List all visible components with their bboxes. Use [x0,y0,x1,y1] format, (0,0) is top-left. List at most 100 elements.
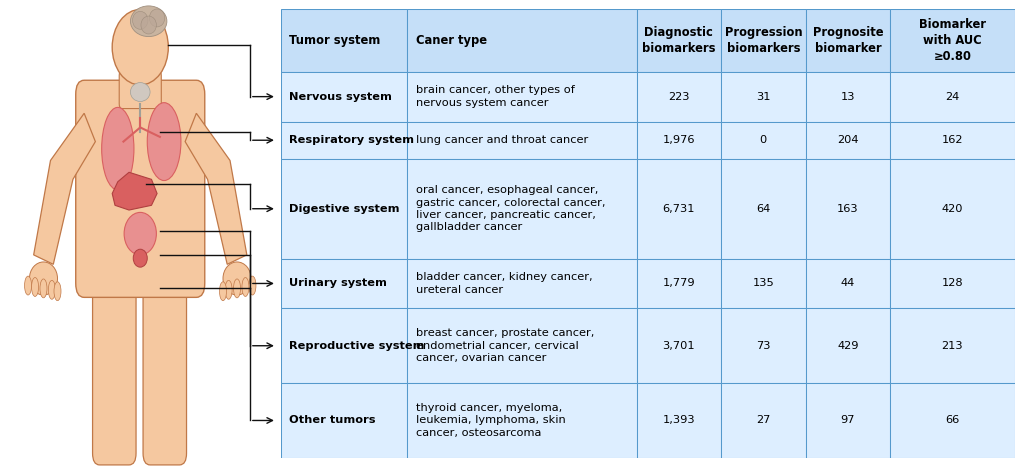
Bar [890,122,1014,159]
Text: Tumor system: Tumor system [289,34,380,47]
Text: breast cancer, prostate cancer,
endometrial cancer, cervical
cancer, ovarian can: breast cancer, prostate cancer, endometr… [415,329,593,363]
FancyBboxPatch shape [119,71,161,109]
Bar [407,383,636,458]
Text: Prognosite
biomarker: Prognosite biomarker [812,26,882,55]
Bar [407,9,636,72]
Bar [280,159,407,259]
Text: 1,393: 1,393 [662,415,695,425]
Text: 213: 213 [941,341,962,351]
Ellipse shape [24,276,32,295]
Text: 128: 128 [941,278,962,288]
Ellipse shape [54,282,61,301]
Ellipse shape [40,279,47,298]
FancyBboxPatch shape [93,262,136,465]
Bar [720,308,805,383]
Text: 13: 13 [840,92,854,101]
Bar [720,259,805,308]
Bar [280,259,407,308]
Text: 0: 0 [759,135,766,145]
Bar [720,9,805,72]
Bar [407,308,636,383]
Bar [280,9,407,72]
Text: Progression
biomarkers: Progression biomarkers [723,26,801,55]
Text: 44: 44 [840,278,854,288]
Bar [280,383,407,458]
Text: 1,976: 1,976 [662,135,695,145]
Polygon shape [185,113,247,264]
Bar [280,72,407,122]
Bar [890,308,1014,383]
Text: thyroid cancer, myeloma,
leukemia, lymphoma, skin
cancer, osteosarcoma: thyroid cancer, myeloma, leukemia, lymph… [415,403,565,438]
Bar [636,9,720,72]
Ellipse shape [32,278,39,296]
Text: lung cancer and throat cancer: lung cancer and throat cancer [415,135,587,145]
Text: Reproductive system: Reproductive system [289,341,424,351]
Bar [805,159,890,259]
Ellipse shape [130,6,167,37]
Ellipse shape [242,278,249,296]
Text: Other tumors: Other tumors [289,415,375,425]
Ellipse shape [30,262,57,295]
Ellipse shape [102,107,133,190]
Bar [890,72,1014,122]
Text: 420: 420 [941,204,962,214]
Bar [720,159,805,259]
Text: 97: 97 [840,415,854,425]
Text: Urinary system: Urinary system [289,278,387,288]
Bar [890,383,1014,458]
Text: Diagnostic
biomarkers: Diagnostic biomarkers [642,26,715,55]
Polygon shape [34,113,96,264]
Text: 6,731: 6,731 [662,204,695,214]
Polygon shape [112,172,157,210]
Ellipse shape [223,262,251,295]
Bar [636,159,720,259]
Bar [805,308,890,383]
Bar [636,259,720,308]
Text: 27: 27 [755,415,769,425]
Ellipse shape [147,103,180,181]
Bar [636,308,720,383]
Text: 66: 66 [945,415,959,425]
Bar [890,259,1014,308]
Ellipse shape [112,9,168,85]
Bar [720,72,805,122]
Ellipse shape [141,16,156,34]
Bar [280,122,407,159]
Text: 204: 204 [837,135,858,145]
Text: Biomarker
with AUC
≥0.80: Biomarker with AUC ≥0.80 [918,18,985,63]
Text: 64: 64 [755,204,769,214]
Bar [805,259,890,308]
Ellipse shape [132,11,148,29]
Text: 163: 163 [837,204,858,214]
Bar [890,9,1014,72]
Bar [720,383,805,458]
Text: oral cancer, esophageal cancer,
gastric cancer, colorectal cancer,
liver cancer,: oral cancer, esophageal cancer, gastric … [415,185,604,232]
Text: Respiratory system: Respiratory system [289,135,414,145]
Text: Digestive system: Digestive system [289,204,399,214]
Bar [280,308,407,383]
Text: 24: 24 [945,92,959,101]
Bar [636,72,720,122]
Bar [805,72,890,122]
Bar [636,122,720,159]
Text: 135: 135 [752,278,773,288]
Ellipse shape [48,280,55,299]
Bar [636,383,720,458]
Bar [805,122,890,159]
Bar [407,259,636,308]
Ellipse shape [130,83,150,101]
Text: 3,701: 3,701 [662,341,695,351]
FancyBboxPatch shape [75,80,205,297]
FancyBboxPatch shape [143,262,186,465]
Bar [890,159,1014,259]
Bar [407,159,636,259]
Text: 1,779: 1,779 [662,278,695,288]
Ellipse shape [219,282,226,301]
Bar [805,9,890,72]
Text: 429: 429 [837,341,858,351]
Ellipse shape [249,276,256,295]
Ellipse shape [233,279,240,298]
Bar [407,122,636,159]
Text: 223: 223 [667,92,689,101]
Bar [805,383,890,458]
